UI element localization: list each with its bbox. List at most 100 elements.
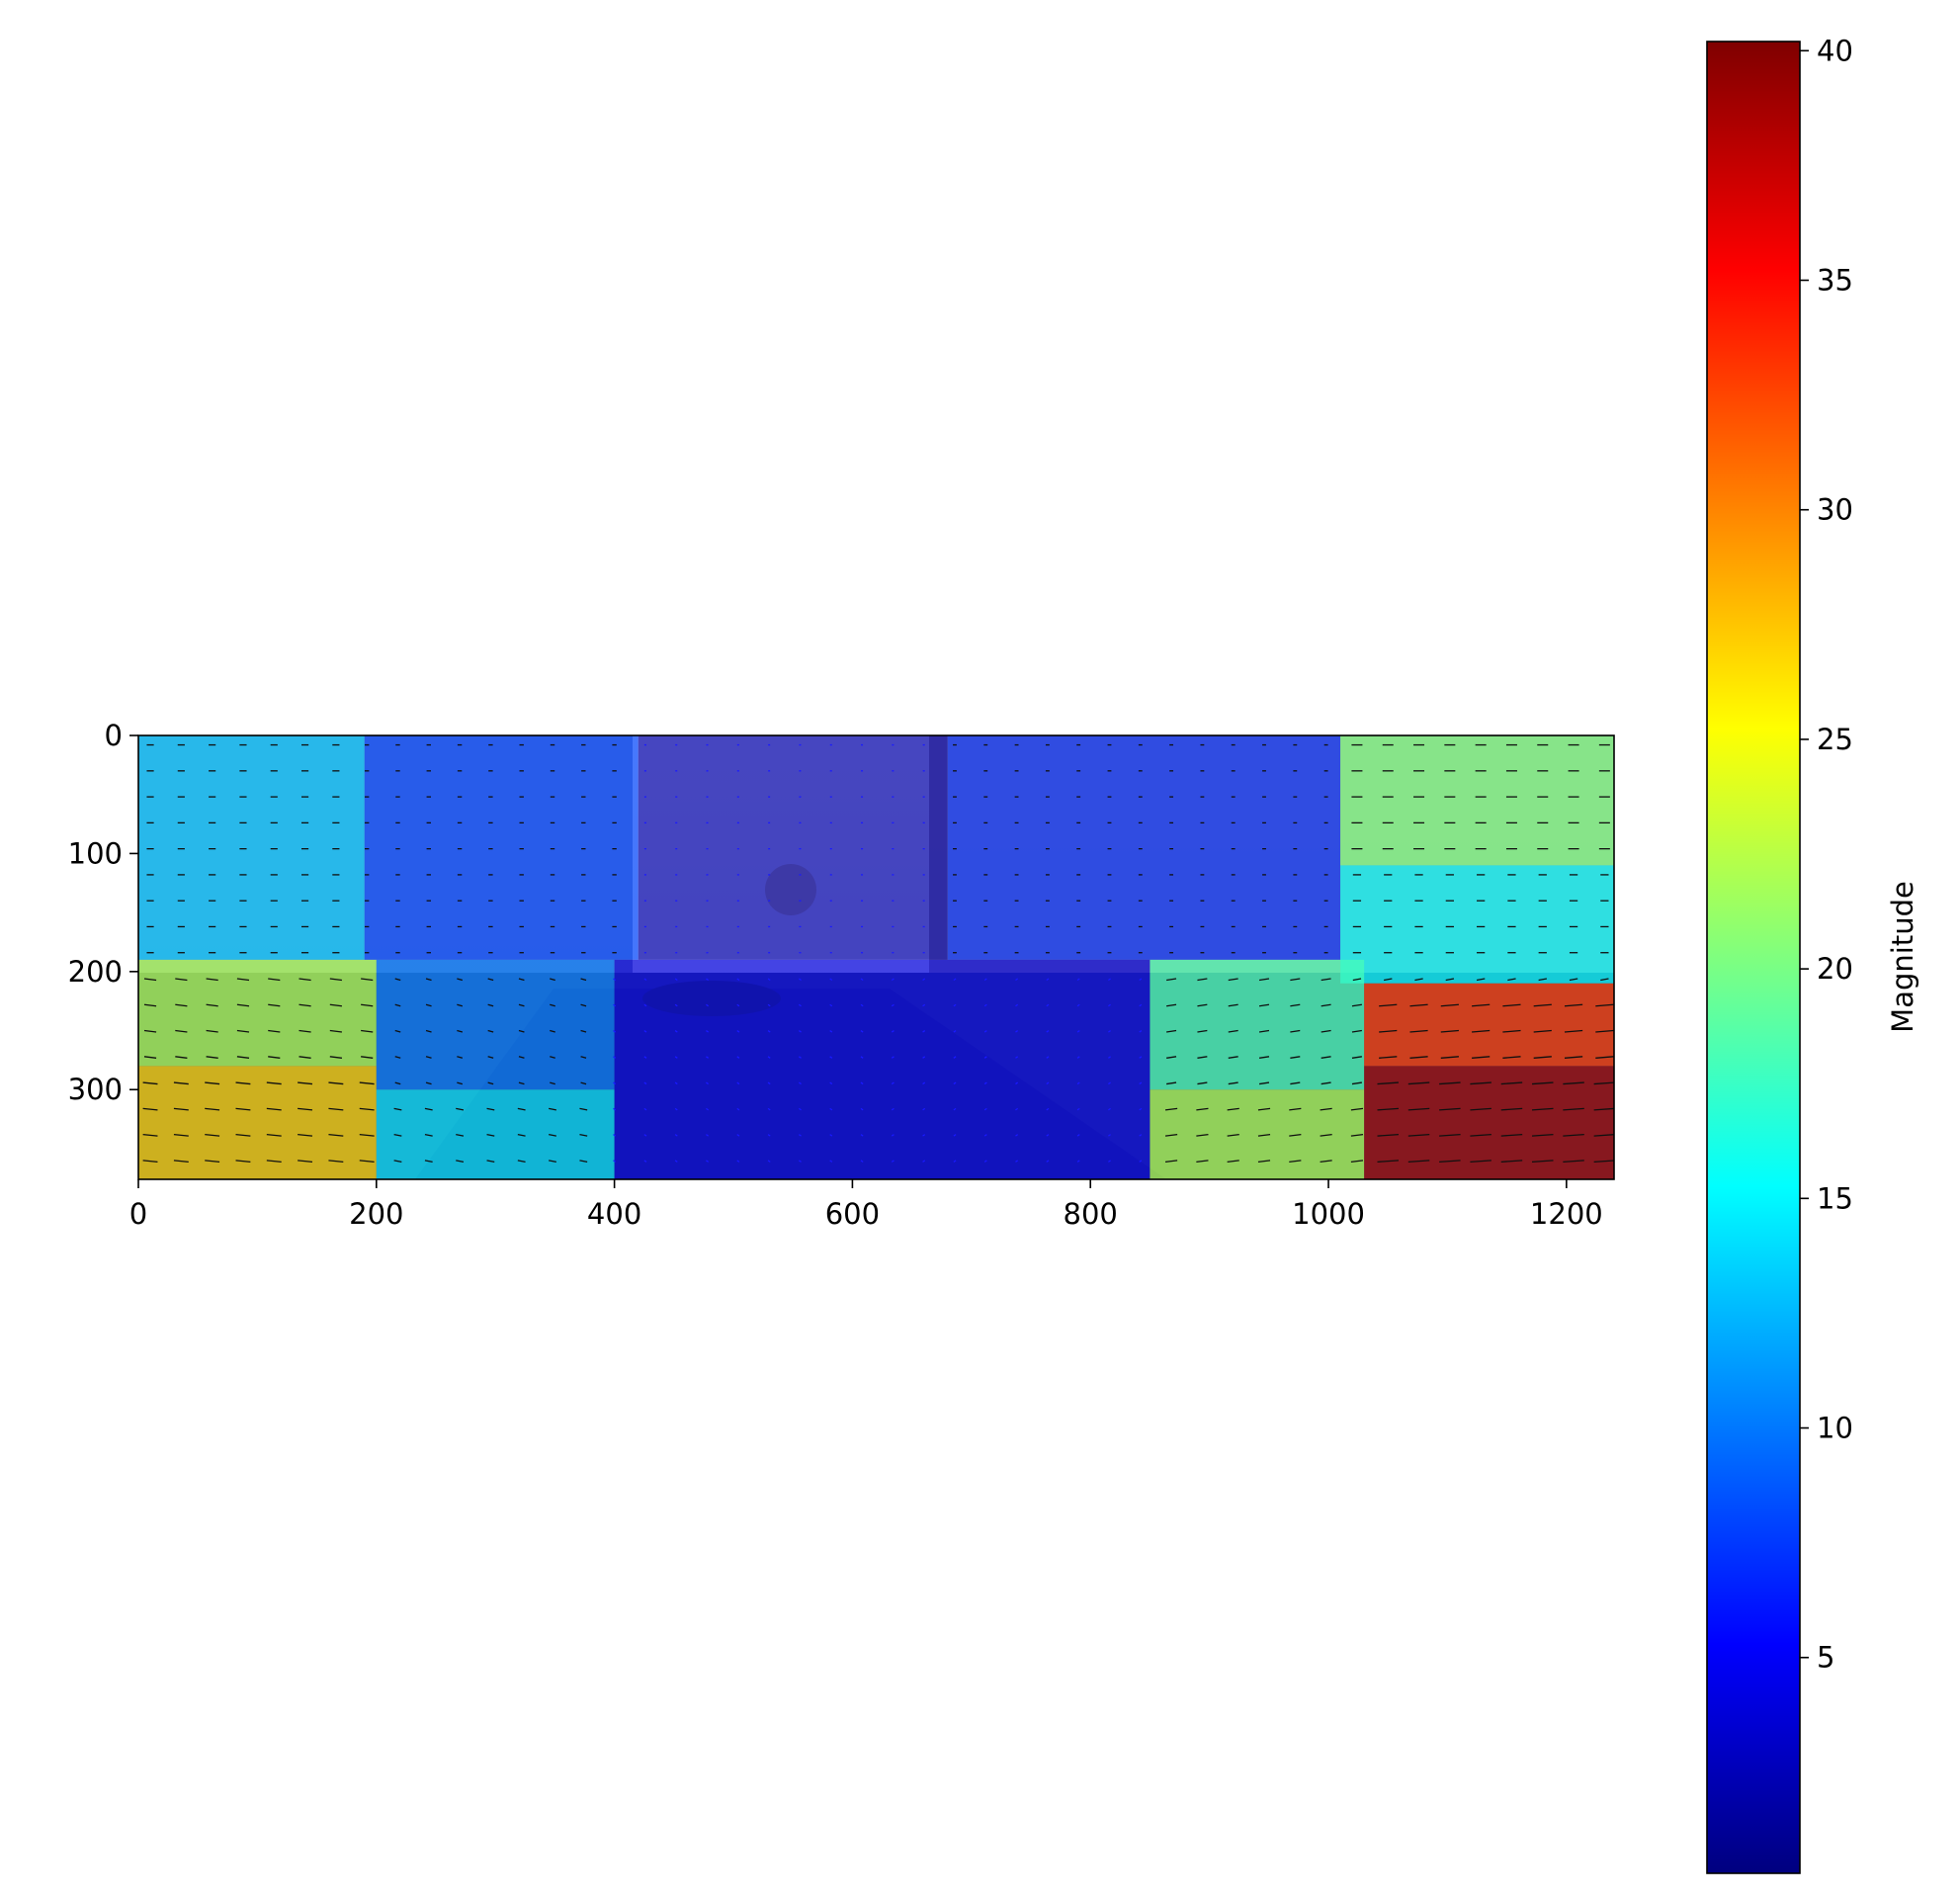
flow-arrow (266, 1081, 282, 1085)
flow-arrow (1593, 1160, 1614, 1164)
flow-arrow (1321, 1056, 1331, 1059)
flow-arrow (1470, 1107, 1491, 1111)
flow-arrow (298, 1056, 311, 1059)
flow-arrow (1015, 1003, 1019, 1007)
flow-arrow (1076, 1160, 1080, 1163)
flow-arrow (922, 1160, 926, 1163)
flow-arrow (359, 1133, 375, 1137)
flow-arrow (142, 1081, 158, 1085)
flow-arrow (235, 1107, 251, 1111)
flow-arrow (1352, 978, 1362, 982)
flow-arrow (1257, 1107, 1271, 1111)
flow-arrow (983, 1003, 987, 1007)
flow-arrow (674, 1056, 678, 1059)
flow-arrow (613, 1134, 617, 1137)
flow-arrow (1563, 1160, 1584, 1164)
flow-arrow (613, 978, 617, 982)
flow-arrow (643, 1081, 647, 1085)
flow-arrow (674, 1030, 678, 1033)
flow-arrow (1166, 1081, 1177, 1085)
flow-arrow (1472, 1029, 1491, 1033)
flow-arrow (736, 1030, 740, 1033)
flow-arrow (456, 1107, 465, 1111)
flow-arrow (1108, 1003, 1111, 1007)
magnitude-region (364, 735, 639, 960)
flow-arrow (706, 1081, 709, 1085)
flow-arrow (736, 1160, 740, 1163)
flow-arrow (1290, 1029, 1301, 1033)
flow-arrow (706, 1003, 709, 1007)
y-axis: 0 100 200 300 (68, 719, 138, 1106)
flow-arrow (736, 1107, 740, 1111)
flow-arrow (1531, 1160, 1554, 1164)
flow-arrow (1500, 1107, 1523, 1111)
flow-arrow (1414, 978, 1423, 982)
flow-arrow (1445, 978, 1455, 982)
flow-arrow (829, 1081, 833, 1085)
flow-arrow (1407, 1107, 1430, 1111)
flow-arrow (206, 1003, 218, 1007)
flow-arrow (891, 1003, 895, 1007)
flow-arrow (983, 1081, 987, 1085)
flow-arrow (706, 1056, 709, 1059)
flow-arrow (706, 1030, 709, 1033)
flow-arrow (1320, 1160, 1332, 1164)
flow-arrow (425, 978, 432, 982)
flow-arrow (1383, 978, 1393, 982)
flow-arrow (298, 1003, 311, 1007)
flow-arrow (329, 1029, 342, 1033)
flow-arrow (1196, 1160, 1209, 1164)
flow-arrow (298, 978, 311, 982)
flow-arrow (1046, 1003, 1050, 1007)
flow-arrow (643, 978, 647, 982)
flow-arrow (486, 1107, 495, 1111)
flow-arrow (1164, 1133, 1178, 1137)
flow-arrow (173, 1133, 189, 1137)
flow-arrow (173, 1107, 189, 1111)
x-tick-label: 400 (587, 1197, 641, 1231)
flow-arrow (829, 1107, 833, 1111)
colorbar: 5 10 15 20 25 30 35 40 Magnitude (1706, 34, 1919, 1874)
flow-arrow (1377, 1081, 1400, 1085)
flow-arrow (1290, 1003, 1301, 1007)
flow-arrow (1139, 1081, 1143, 1085)
flow-arrow (1439, 1081, 1461, 1085)
flow-arrow (736, 1081, 740, 1085)
flow-arrow (1439, 1133, 1461, 1137)
flow-arrow (613, 1056, 617, 1059)
flow-arrow (1258, 1029, 1270, 1033)
flow-arrow (1139, 1003, 1143, 1007)
flow-arrow (268, 1003, 281, 1007)
flow-arrow (549, 1160, 556, 1164)
colorbar-gradient (1706, 41, 1801, 1874)
flow-arrow (891, 1056, 895, 1059)
flow-arrow (613, 1107, 617, 1111)
flow-arrow (1015, 978, 1019, 982)
flow-arrow (953, 1081, 957, 1085)
flow-arrow (424, 1107, 433, 1111)
flow-arrow (891, 1134, 895, 1137)
flow-arrow (829, 1134, 833, 1137)
flow-arrow (922, 1081, 926, 1085)
x-axis: 0 200 400 600 800 1000 1200 (129, 1179, 1603, 1231)
flow-arrow (298, 1029, 311, 1033)
flow-arrow (1321, 1003, 1331, 1007)
flow-arrow (1379, 1029, 1398, 1033)
flow-arrow (767, 1056, 771, 1059)
flow-arrow (1166, 978, 1177, 982)
flow-arrow (1046, 1081, 1050, 1085)
flow-arrow (1407, 1133, 1430, 1137)
magnitude-region (1340, 865, 1614, 984)
flow-arrow (891, 1107, 895, 1111)
flow-arrow (266, 1107, 282, 1111)
flow-arrow (767, 1160, 771, 1163)
colorbar-tick-label: 30 (1817, 493, 1853, 527)
flow-arrow (1139, 1056, 1143, 1059)
flow-arrow (361, 1056, 374, 1059)
flow-arrow (1197, 978, 1208, 982)
flow-arrow (1595, 1029, 1614, 1033)
flow-arrow (798, 1003, 802, 1007)
flow-arrow (1350, 1133, 1364, 1137)
flow-arrow (517, 1133, 526, 1137)
flow-arrow (1350, 1107, 1364, 1111)
